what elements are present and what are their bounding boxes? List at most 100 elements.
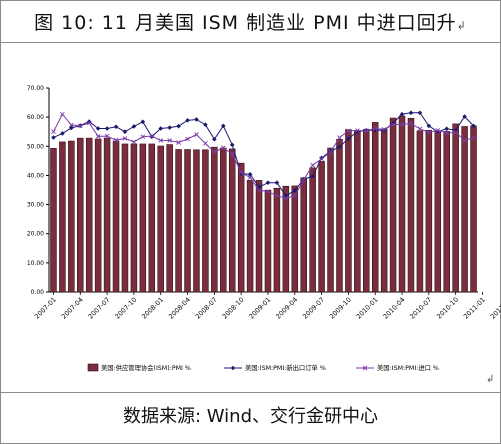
point-stroke xyxy=(104,133,110,139)
imports-point xyxy=(301,177,307,183)
pmi-bar xyxy=(121,143,129,293)
pmi-bar xyxy=(211,146,218,293)
point-stroke xyxy=(140,134,146,139)
export-orders-point xyxy=(319,155,324,161)
y-tick-label: 10.00 xyxy=(27,260,44,267)
pmi-bar xyxy=(282,185,290,293)
pmi-bar xyxy=(407,118,415,293)
title-divider xyxy=(1,42,500,43)
export-orders-point xyxy=(86,119,92,124)
export-orders-point xyxy=(399,111,405,117)
point-stroke xyxy=(372,126,378,131)
point-stroke xyxy=(229,151,235,157)
pmi-bar xyxy=(77,137,84,293)
imports-point xyxy=(229,151,235,157)
pmi-bar xyxy=(434,130,442,293)
export-orders-point xyxy=(203,122,208,128)
pmi-bar xyxy=(237,162,245,293)
pmi-bar xyxy=(327,147,334,293)
pmi-bar xyxy=(273,187,281,293)
x-tick-label: 2007-10 xyxy=(113,296,138,321)
export-orders-point xyxy=(417,110,423,116)
imports-point xyxy=(95,134,101,139)
export-orders-point xyxy=(176,123,181,129)
export-orders-point xyxy=(283,193,289,199)
x-tick-label: 2008-01 xyxy=(140,296,165,321)
export-orders-point xyxy=(444,126,450,132)
export-orders-point xyxy=(167,125,172,130)
pmi-bar xyxy=(103,137,111,293)
imports-point xyxy=(131,139,137,145)
chart-title-text: 图 10: 11 月美国 ISM 制造业 PMI 中进口回升 xyxy=(34,12,457,34)
chart-title: 图 10: 11 月美国 ISM 制造业 PMI 中进口回升↲ xyxy=(0,8,501,35)
imports-point xyxy=(381,127,387,132)
point-stroke xyxy=(362,365,368,371)
pmi-bar xyxy=(461,126,468,293)
imports-point xyxy=(292,193,298,199)
pmi-bar xyxy=(255,180,263,293)
imports-point xyxy=(203,141,208,146)
point-stroke xyxy=(363,128,369,134)
point-stroke xyxy=(176,140,181,145)
legend-export-marker xyxy=(230,365,236,371)
export-orders-point xyxy=(185,118,190,123)
point-stroke xyxy=(292,193,298,199)
point-stroke xyxy=(399,122,405,127)
imports-point xyxy=(337,135,342,140)
pmi-bar xyxy=(94,138,102,293)
export-orders-point xyxy=(462,114,467,119)
chart-source-text: 数据来源: Wind、交行金研中心 xyxy=(122,406,379,427)
point-stroke xyxy=(453,129,458,135)
export-orders-point xyxy=(274,180,280,186)
point-stroke xyxy=(158,138,164,143)
x-tick-label: 2010-01 xyxy=(355,296,380,321)
imports-point xyxy=(212,149,217,155)
pmi-bar xyxy=(166,144,173,293)
point-stroke xyxy=(408,121,414,126)
point-stroke xyxy=(131,139,137,145)
point-stroke xyxy=(337,135,342,140)
x-tick-label: 2010-04 xyxy=(382,296,407,321)
imports-point xyxy=(77,123,83,129)
point-stroke xyxy=(51,129,56,135)
point-stroke xyxy=(444,130,450,136)
x-tick-label: 2010-10 xyxy=(435,296,460,321)
point-stroke xyxy=(194,132,199,137)
imports-point xyxy=(426,129,432,135)
pmi-bar xyxy=(452,123,459,293)
legend-label-import: 美国:ISM:PMI:进口 % xyxy=(377,363,439,372)
export-orders-point xyxy=(471,123,476,129)
point-stroke xyxy=(381,127,387,132)
export-orders-point xyxy=(238,171,244,176)
export-orders-point xyxy=(453,127,458,133)
point-stroke xyxy=(86,120,92,126)
imports-point xyxy=(372,126,378,131)
imports-point xyxy=(471,135,476,140)
point-stroke xyxy=(69,122,74,128)
x-tick-label: 2011-04 xyxy=(489,296,501,321)
export-orders-point xyxy=(131,124,137,129)
y-tick-label: 60.00 xyxy=(27,114,44,121)
point-stroke xyxy=(274,193,280,199)
export-orders-point xyxy=(69,125,74,131)
point-stroke xyxy=(60,111,65,117)
x-tick-label: 2008-04 xyxy=(167,296,192,321)
legend-bar-swatch xyxy=(87,363,99,372)
y-tick-label: 40.00 xyxy=(27,172,44,179)
export-orders-point xyxy=(247,171,253,177)
pmi-bar xyxy=(175,149,182,293)
point-stroke xyxy=(283,195,289,201)
y-tick-label: 30.00 xyxy=(27,202,44,209)
pmi-bar xyxy=(139,143,147,293)
export-orders-point xyxy=(122,129,128,135)
pmi-bar xyxy=(157,145,164,293)
pmi-bar xyxy=(291,185,299,293)
point-stroke xyxy=(310,162,315,168)
imports-point xyxy=(363,128,369,134)
point-stroke xyxy=(319,156,324,162)
point-stroke xyxy=(238,170,244,175)
pmi-bar xyxy=(130,143,138,293)
x-tick-label: 2011-01 xyxy=(462,296,487,321)
imports-point xyxy=(453,129,458,135)
imports-point xyxy=(104,133,110,139)
